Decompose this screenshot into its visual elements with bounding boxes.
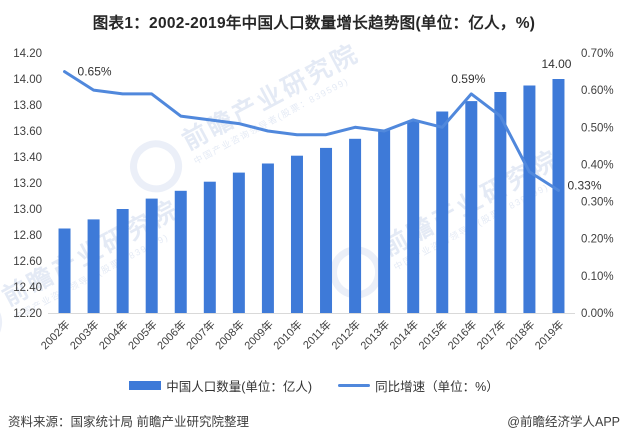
right-axis-tick: 0.30% [581,197,614,209]
chart-canvas: 14.20 14.00 13.80 13.60 13.40 13.20 13.00 12.80… [13,48,614,352]
growth-line [63,70,560,192]
right-axis-tick: 0.20% [581,234,614,246]
left-axis-tick: 14.00 [13,74,42,86]
x-label-2003年: 2003年 [67,317,102,352]
left-axis-tick: 14.20 [13,48,42,60]
left-axis-tick: 13.60 [13,126,42,138]
footer: 资料来源：国家统计局 前瞻产业研究院整理 @前瞻经济学人APP [8,411,620,430]
left-axis-tick: 13.80 [13,100,42,112]
bar-2006年 [174,190,187,313]
x-label-2012年: 2012年 [328,317,363,352]
data-label: 0.59% [451,72,485,86]
bar-2012年 [349,138,362,313]
legend-item-population: 中国人口数量(单位：亿人) [129,376,312,395]
bar-2004年 [116,209,129,313]
chart-title: 图表1：2002-2019年中国人口数量增长趋势图(单位：亿人，%) [92,15,536,32]
bar-2002年 [58,228,71,313]
right-axis-tick: 0.40% [581,159,614,171]
right-axis-tick: 0.10% [581,271,614,283]
data-label: 14.00 [541,57,571,71]
bar-2007年 [203,181,216,313]
legend: 中国人口数量(单位：亿人) 同比增速（单位：%） [0,376,628,395]
right-axis-tick: 0.50% [581,122,614,134]
x-label-2018年: 2018年 [503,317,538,352]
right-axis-tick: 0.00% [581,308,614,320]
footer-credit: @前瞻经济学人APP [507,415,620,429]
bar-2011年 [320,147,333,313]
bar-2016年 [465,101,478,313]
x-label-2014年: 2014年 [386,317,421,352]
bar-2003年 [87,219,100,313]
data-label: 0.65% [78,65,112,79]
x-label-2009年: 2009年 [241,317,276,352]
bar-2019年 [552,79,565,313]
left-axis-tick: 13.40 [13,152,42,164]
right-axis-tick: 0.70% [581,48,614,60]
line-series-marker-icon [338,384,371,387]
x-label-2011年: 2011年 [300,317,334,351]
bar-2010年 [290,155,303,313]
legend-label-population: 中国人口数量(单位：亿人) [166,380,313,394]
legend-item-growth: 同比增速（单位：%） [338,376,499,395]
x-label-2007年: 2007年 [183,317,218,352]
x-label-2019年: 2019年 [532,317,567,352]
x-label-2005年: 2005年 [125,317,160,352]
bar-2014年 [407,120,420,313]
left-axis-tick: 12.20 [13,308,42,320]
left-axis-tick: 12.60 [13,256,42,268]
bar-2009年 [261,163,274,313]
legend-label-growth: 同比增速（单位：%） [375,380,499,394]
bar-2008年 [232,172,245,313]
x-label-2015年: 2015年 [415,317,450,352]
right-axis-tick: 0.60% [581,85,614,97]
x-label-2013年: 2013年 [357,317,392,352]
x-label-2008年: 2008年 [212,317,247,352]
footer-source: 资料来源：国家统计局 前瞻产业研究院整理 [8,415,249,429]
left-axis-tick: 13.00 [13,204,42,216]
x-label-2016年: 2016年 [444,317,479,352]
bar-2018年 [523,85,536,313]
left-axis-tick: 12.40 [13,282,42,294]
x-label-2004年: 2004年 [96,317,131,352]
bar-series-marker-icon [129,381,162,390]
x-label-2002年: 2002年 [38,317,73,352]
bar-2015年 [436,111,449,313]
x-label-2010年: 2010年 [270,317,305,352]
bar-2013年 [378,129,391,313]
x-label-2006年: 2006年 [154,317,189,352]
left-axis-tick: 12.80 [13,230,42,242]
left-axis-tick: 13.20 [13,178,42,190]
bar-2005年 [145,198,158,313]
x-label-2017年: 2017年 [473,317,508,352]
bar-2017年 [494,92,507,313]
data-label: 0.33% [567,178,601,192]
